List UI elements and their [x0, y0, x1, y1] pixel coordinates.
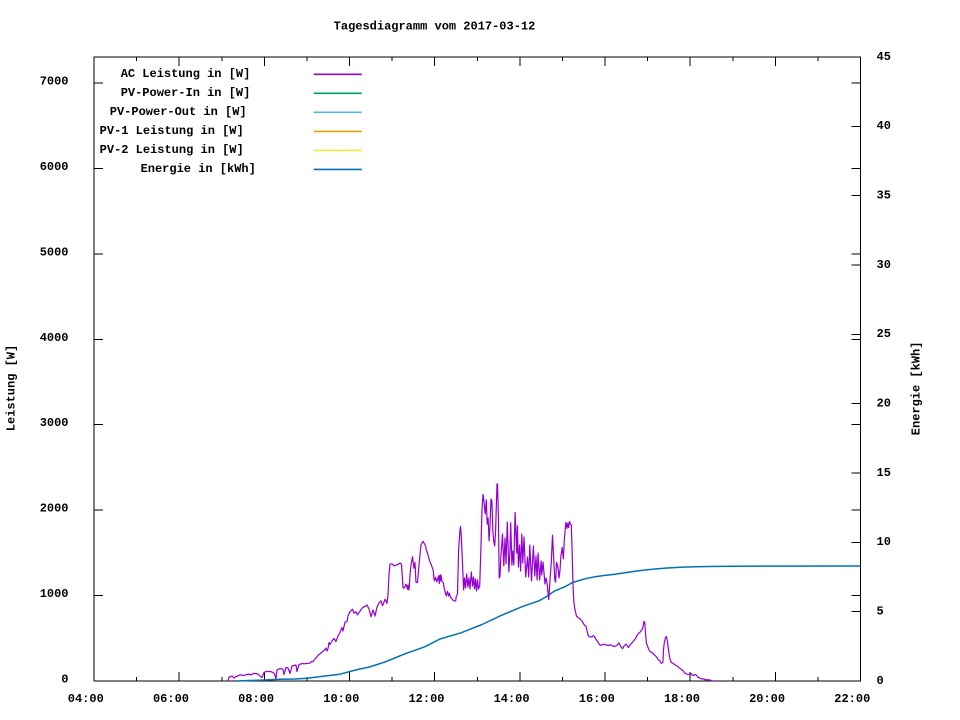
svg-text:6000: 6000 [40, 160, 69, 174]
svg-text:4000: 4000 [40, 331, 69, 345]
svg-text:35: 35 [877, 189, 891, 203]
svg-text:PV-1 Leistung in [W]: PV-1 Leistung in [W] [100, 124, 244, 138]
svg-text:25: 25 [877, 327, 891, 341]
svg-text:AC Leistung in [W]: AC Leistung in [W] [121, 67, 251, 81]
svg-text:Tagesdiagramm vom 2017-03-12: Tagesdiagramm vom 2017-03-12 [334, 20, 536, 34]
svg-text:20:00: 20:00 [749, 692, 785, 706]
svg-text:18:00: 18:00 [664, 692, 700, 706]
svg-text:PV-Power-Out in [W]: PV-Power-Out in [W] [110, 105, 247, 119]
svg-text:16:00: 16:00 [579, 692, 615, 706]
svg-text:0: 0 [877, 674, 884, 688]
svg-text:40: 40 [877, 119, 891, 133]
svg-text:Energie [kWh]: Energie [kWh] [910, 342, 924, 436]
svg-text:15: 15 [877, 466, 891, 480]
svg-text:0: 0 [61, 673, 68, 687]
svg-text:Leistung [W]: Leistung [W] [5, 345, 19, 431]
svg-text:45: 45 [877, 50, 891, 64]
svg-text:2000: 2000 [40, 502, 69, 516]
svg-text:Energie in [kWh]: Energie in [kWh] [141, 162, 256, 176]
svg-text:1000: 1000 [40, 587, 69, 601]
svg-text:7000: 7000 [40, 75, 69, 89]
svg-text:06:00: 06:00 [153, 692, 189, 706]
svg-text:20: 20 [877, 397, 891, 411]
svg-text:08:00: 08:00 [238, 692, 274, 706]
svg-text:30: 30 [877, 258, 891, 272]
svg-text:12:00: 12:00 [408, 692, 444, 706]
svg-text:14:00: 14:00 [494, 692, 530, 706]
svg-text:5000: 5000 [40, 245, 69, 259]
svg-text:PV-Power-In in [W]: PV-Power-In in [W] [121, 86, 251, 100]
svg-text:3000: 3000 [40, 416, 69, 430]
svg-text:5: 5 [877, 605, 884, 619]
svg-text:22:00: 22:00 [834, 692, 870, 706]
svg-text:10:00: 10:00 [323, 692, 359, 706]
svg-text:04:00: 04:00 [68, 692, 104, 706]
svg-text:PV-2 Leistung in [W]: PV-2 Leistung in [W] [100, 143, 244, 157]
svg-text:10: 10 [877, 535, 891, 549]
